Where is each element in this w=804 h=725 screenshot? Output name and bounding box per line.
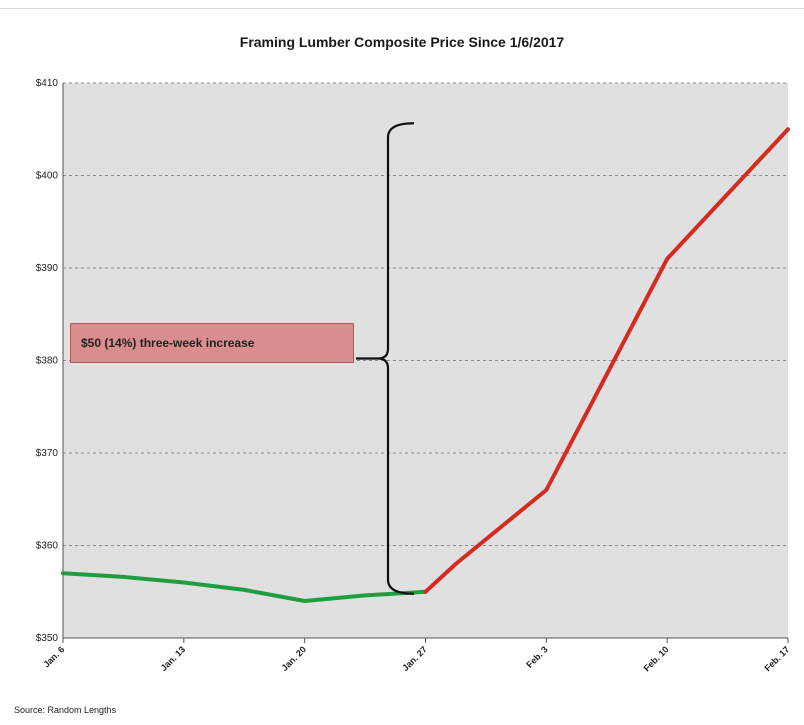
y-tick-label: $380 [36,356,59,367]
series-line-increase [423,127,790,594]
x-tick-label: Jan. 20 [279,644,308,673]
chart-title: Framing Lumber Composite Price Since 1/6… [239,34,565,50]
y-tick-label: $390 [36,263,59,274]
annotation-text: $50 (14%) three-week increase [81,336,255,350]
y-tick-label: $410 [36,78,59,89]
x-tick-label: Jan. 27 [400,644,429,673]
x-tick-label: Feb. 10 [642,644,671,673]
y-tick-label: $360 [36,541,59,552]
top-divider [0,8,804,9]
x-tick-label: Feb. 17 [762,644,791,673]
x-tick-label: Feb. 3 [524,644,549,669]
source-note: Source: Random Lengths [14,705,117,715]
y-tick-label: $350 [36,633,59,644]
series-line-decline [61,571,428,603]
x-tick-label: Jan. 13 [159,644,188,673]
x-tick-label: Jan. 6 [41,644,66,669]
annotation-label: $50 (14%) three-week increase [70,323,354,363]
y-tick-label: $400 [36,171,59,182]
y-tick-label: $370 [36,448,59,459]
